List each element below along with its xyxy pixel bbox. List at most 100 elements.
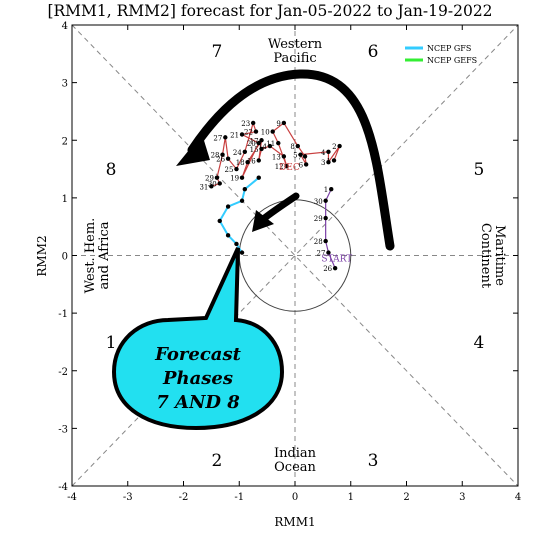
series-lines: 1234567891011121314151617181920212223242… (199, 120, 342, 273)
callout-line-3: 7 AND 8 (156, 392, 240, 413)
region-label-line: Ocean (274, 460, 316, 475)
series-point (323, 238, 328, 244)
point-label: 25 (225, 166, 234, 174)
series-point (326, 250, 331, 255)
phase-number: 8 (106, 160, 117, 180)
series-point (337, 143, 342, 149)
point-label: 22 (244, 129, 253, 137)
x-axis-label: RMM1 (274, 515, 315, 529)
point-label: 13 (272, 153, 281, 161)
x-tick-label: -2 (179, 492, 189, 503)
y-tick-label: 2 (62, 136, 68, 147)
series-point (276, 140, 281, 146)
region-label-line: Western (268, 37, 323, 52)
series-point (223, 135, 228, 140)
point-label: 15 (250, 146, 259, 154)
point-label: 10 (261, 129, 270, 137)
series-line (218, 176, 260, 254)
y-tick-label: 1 (62, 194, 68, 205)
point-label: 26 (323, 265, 332, 273)
series-point (220, 152, 225, 157)
y-tick-label: -1 (58, 309, 68, 320)
region-label-line: Continent (478, 223, 493, 289)
x-tick-label: 0 (292, 492, 298, 503)
point-label: 21 (230, 131, 239, 139)
region-label-line: and Africa (97, 221, 112, 289)
point-label: 20 (247, 140, 256, 148)
point-label: 28 (314, 238, 323, 246)
x-tick-label: 4 (515, 492, 521, 503)
series-point (217, 181, 222, 186)
point-label: 8 (290, 143, 294, 151)
series-point (217, 218, 222, 224)
point-label: 17 (250, 137, 259, 145)
series-point (234, 241, 239, 247)
x-tick-label: -1 (234, 492, 244, 503)
point-label: 1 (324, 186, 328, 194)
series-point (250, 120, 256, 126)
point-label: 30 (314, 198, 323, 206)
point-label: 6 (299, 161, 304, 169)
x-tick-label: -4 (67, 492, 77, 503)
series-point (295, 143, 300, 149)
point-label: 19 (230, 175, 239, 183)
series-point (270, 129, 275, 134)
series-annotation: DEC (279, 163, 300, 173)
point-label: 27 (213, 134, 222, 142)
point-label: 23 (241, 120, 250, 128)
series-point (225, 233, 231, 238)
series-point (332, 265, 338, 271)
region-label-line: Maritime (492, 225, 507, 286)
series-point (225, 204, 231, 209)
series-point (253, 129, 259, 134)
series-point (239, 250, 245, 255)
callout-bubble (111, 247, 285, 431)
series-point (323, 198, 328, 203)
point-label: 16 (247, 157, 256, 165)
y-tick-label: -4 (58, 482, 68, 493)
series-point (281, 154, 287, 159)
series-point (239, 175, 245, 180)
series-point (284, 163, 289, 169)
series-point (259, 146, 264, 152)
y-tick-label: 3 (62, 79, 68, 90)
y-tick-label: 4 (62, 21, 68, 32)
y-tick-label: -2 (58, 367, 68, 378)
phase-number: 3 (368, 451, 379, 471)
series-point (245, 159, 250, 165)
series-point (242, 149, 248, 154)
phase-number: 6 (368, 42, 379, 62)
x-tick-label: -3 (123, 492, 133, 503)
series-point (239, 198, 245, 203)
region-label-line: West. Hem. (83, 218, 98, 294)
point-label: 9 (276, 120, 280, 128)
series-point (259, 138, 264, 143)
region-label: West. Hem. and Africa (83, 218, 112, 294)
region-label-line: Indian (274, 446, 317, 461)
series-point (329, 187, 334, 192)
legend-label-gefs: NCEP GEFS (427, 56, 477, 65)
series-point (326, 159, 331, 165)
series-point (214, 175, 220, 180)
legend-label-gfs: NCEP GFS (427, 44, 471, 53)
series-point (256, 140, 261, 146)
series-point (267, 143, 273, 149)
annotations: START DEC (279, 163, 352, 264)
x-tick-label: 1 (348, 492, 354, 503)
point-label: 29 (314, 215, 323, 223)
point-label: 26 (216, 156, 225, 164)
phase-number: 5 (474, 160, 485, 180)
phase-number: 1 (106, 333, 117, 353)
point-label: 2 (332, 143, 336, 151)
callout-line-2: Phases (162, 368, 233, 389)
series-point (256, 158, 261, 163)
region-label-line: Pacific (273, 51, 316, 66)
point-label: 5 (293, 152, 297, 160)
phase-boundary-line (71, 24, 519, 487)
phase-number: 2 (212, 451, 223, 471)
series-point (326, 149, 331, 154)
series-point (225, 156, 231, 161)
